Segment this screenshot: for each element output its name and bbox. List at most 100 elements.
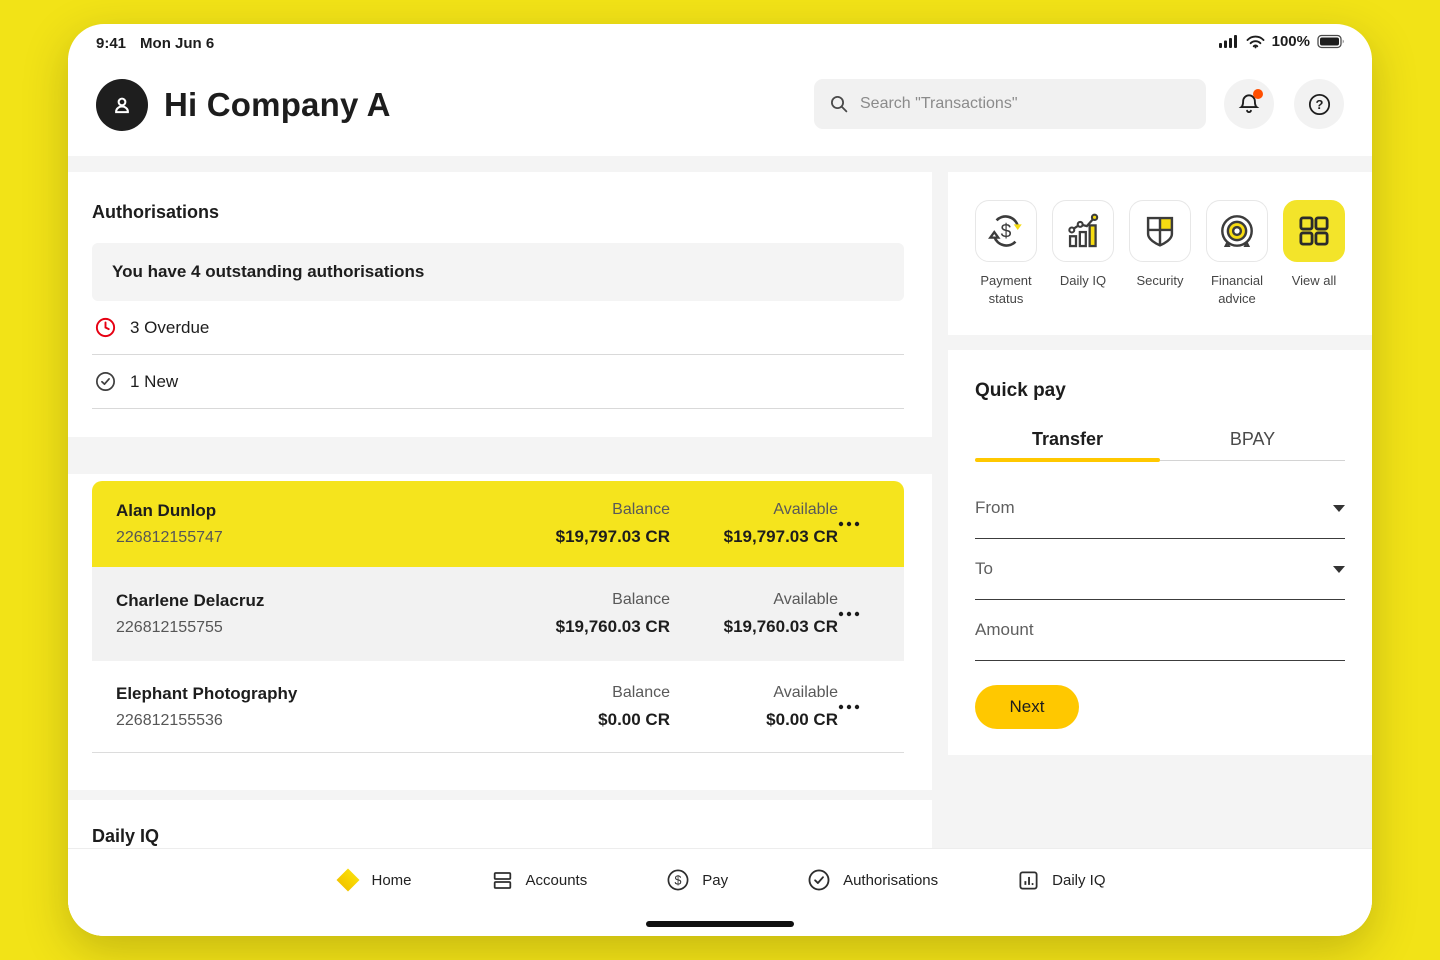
balance-label: Balance: [612, 591, 670, 608]
bottom-navigation: Home Accounts $ Pay: [68, 848, 1372, 936]
nav-item-home[interactable]: Home: [335, 867, 412, 893]
chevron-down-icon: [1333, 504, 1345, 512]
view-all-button[interactable]: [1283, 200, 1345, 262]
authorisations-title: Authorisations: [92, 202, 220, 222]
status-time-date: 9:41 Mon Jun 6: [96, 35, 214, 52]
question-icon: ?: [1308, 93, 1330, 115]
daily-iq-button[interactable]: [1052, 200, 1114, 262]
security-shield-icon: [1146, 216, 1174, 247]
svg-text:$: $: [1001, 222, 1012, 243]
balance-value: $0.00 CR: [598, 709, 670, 729]
available-value: $19,797.03 CR: [723, 527, 838, 546]
quick-action-label: Financial advice: [1210, 273, 1264, 306]
battery-percent: 100%: [1271, 33, 1310, 50]
nav-item-pay[interactable]: $ Pay: [665, 867, 728, 893]
quick-pay-title: Quick pay: [975, 380, 1066, 401]
search-input[interactable]: [860, 95, 1192, 113]
chevron-down-icon: [1333, 565, 1345, 573]
home-indicator[interactable]: [646, 921, 794, 927]
cellular-signal-icon: [1218, 34, 1239, 49]
content-area: Authorisations You have 4 outstanding au…: [68, 156, 1372, 936]
notifications-button[interactable]: [1224, 79, 1274, 129]
svg-text:$: $: [675, 874, 682, 888]
account-row[interactable]: Alan Dunlop 226812155747 Balance $19,797…: [92, 481, 904, 567]
view-all-grid-icon: [1299, 216, 1329, 246]
profile-avatar[interactable]: [96, 79, 148, 131]
daily-iq-chart-icon: [1019, 870, 1038, 890]
financial-advice-icon: [1221, 215, 1253, 248]
help-button[interactable]: ?: [1294, 79, 1344, 129]
balance-value: $19,760.03 CR: [555, 617, 670, 636]
nav-item-accounts[interactable]: Accounts: [490, 868, 588, 893]
authorisations-summary: You have 4 outstanding authorisations: [92, 243, 904, 301]
account-row[interactable]: Charlene Delacruz 226812155755 Balance $…: [92, 567, 904, 661]
overdue-authorisations-row[interactable]: 3 Overdue: [92, 301, 904, 355]
quick-actions-card: $ Payment status: [948, 172, 1372, 335]
from-account-select[interactable]: From: [975, 478, 1345, 539]
status-date: Mon Jun 6: [140, 35, 215, 52]
available-label: Available: [773, 591, 838, 608]
nav-label: Authorisations: [843, 871, 939, 889]
page-title: Hi Company A: [164, 86, 391, 123]
amount-field[interactable]: Amount: [975, 600, 1345, 661]
account-menu-ellipsis-icon[interactable]: [838, 704, 904, 710]
tab-bpay[interactable]: BPAY: [1229, 428, 1276, 449]
available-label: Available: [773, 683, 838, 701]
quick-pay-card: Quick pay Transfer BPAY From To Amount: [948, 350, 1372, 755]
daily-iq-icon: [1068, 213, 1099, 248]
pay-dollar-icon: $: [667, 869, 689, 891]
available-value: $19,760.03 CR: [723, 617, 838, 636]
check-circle-icon: [96, 372, 115, 391]
account-name: Elephant Photography: [116, 683, 298, 703]
balance-label: Balance: [612, 683, 670, 701]
payment-status-icon: $: [988, 215, 1022, 247]
search-bar[interactable]: [814, 79, 1206, 129]
tab-transfer[interactable]: Transfer: [1031, 428, 1104, 449]
account-name: Charlene Delacruz: [116, 591, 265, 610]
account-number: 226812155755: [116, 619, 223, 636]
nav-label: Pay: [702, 871, 729, 889]
authorisations-check-icon: [808, 869, 830, 891]
nav-label: Daily IQ: [1052, 871, 1106, 889]
svg-text:?: ?: [1315, 97, 1323, 112]
tab-underline: [975, 458, 1345, 462]
wifi-icon: [1246, 35, 1265, 49]
new-label: 1 New: [130, 371, 179, 391]
to-label: To: [975, 559, 993, 578]
quick-action-label: View all: [1291, 273, 1337, 288]
person-icon: [115, 97, 129, 114]
authorisations-card: Authorisations You have 4 outstanding au…: [68, 172, 932, 437]
nav-label: Home: [371, 871, 412, 889]
nav-item-authorisations[interactable]: Authorisations: [806, 867, 938, 893]
security-button[interactable]: [1129, 200, 1191, 262]
battery-icon: [1317, 34, 1346, 49]
account-row[interactable]: Elephant Photography 226812155536 Balanc…: [92, 661, 904, 753]
app-window: 9:41 Mon Jun 6 100% Hi Company A: [68, 24, 1372, 936]
new-authorisations-row[interactable]: 1 New: [92, 355, 904, 409]
amount-label: Amount: [975, 620, 1034, 639]
nav-label: Accounts: [525, 871, 588, 889]
account-name: Alan Dunlop: [116, 501, 217, 520]
search-icon: [828, 93, 850, 115]
balance-value: $19,797.03 CR: [555, 527, 670, 546]
from-label: From: [975, 498, 1015, 517]
financial-advice-button[interactable]: [1206, 200, 1268, 262]
daily-iq-title: Daily IQ: [92, 826, 160, 846]
header: Hi Company A ?: [68, 58, 1372, 156]
account-number: 226812155536: [116, 711, 223, 729]
next-button[interactable]: Next: [975, 685, 1079, 729]
to-account-select[interactable]: To: [975, 539, 1345, 600]
overdue-clock-icon: [95, 317, 116, 338]
status-time: 9:41: [96, 35, 127, 52]
overdue-label: 3 Overdue: [130, 317, 210, 337]
account-menu-ellipsis-icon[interactable]: [838, 521, 904, 527]
status-bar: 9:41 Mon Jun 6 100%: [68, 24, 1372, 58]
accounts-stack-icon: [493, 871, 511, 889]
quick-action-label: Daily IQ: [1059, 273, 1107, 288]
notification-dot: [1253, 89, 1263, 99]
nav-item-daily-iq[interactable]: Daily IQ: [1016, 868, 1105, 893]
available-label: Available: [773, 501, 838, 518]
payment-status-button[interactable]: $: [975, 200, 1037, 262]
account-number: 226812155747: [116, 529, 223, 546]
account-menu-ellipsis-icon[interactable]: [838, 611, 904, 617]
